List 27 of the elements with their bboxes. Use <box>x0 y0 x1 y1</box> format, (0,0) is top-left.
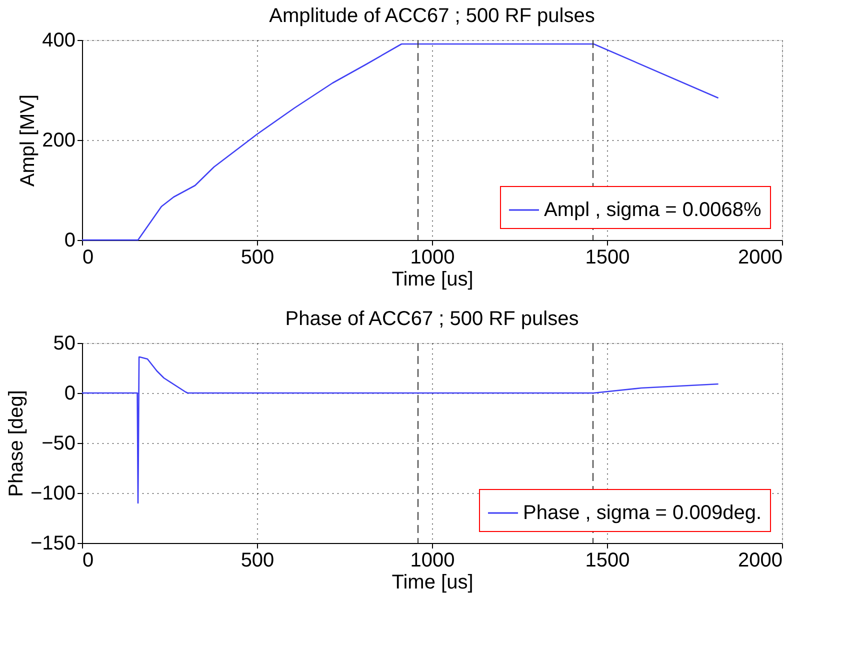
y-tick-label: 0 <box>64 382 76 404</box>
x-axis-title: Time [us] <box>392 572 474 594</box>
x-tick-label: 0 <box>82 246 94 268</box>
y-axis-title: Ampl [MV] <box>17 94 40 187</box>
x-tick-label: 1000 <box>410 550 455 572</box>
y-tick-label: 0 <box>64 230 76 252</box>
legend-label: Ampl , sigma = 0.0068% <box>544 199 762 221</box>
x-tick-label: 500 <box>240 550 274 572</box>
y-tick-label: −100 <box>30 482 76 504</box>
y-tick-label: 50 <box>53 332 76 354</box>
x-tick-label: 1500 <box>585 550 630 572</box>
y-tick-label: 200 <box>42 130 76 152</box>
x-tick-label: 0 <box>82 550 94 572</box>
y-axis-title: Phase [deg] <box>5 390 28 497</box>
x-tick-label: 500 <box>240 246 274 268</box>
y-tick-label: 400 <box>42 30 76 52</box>
legend-label: Phase , sigma = 0.009deg. <box>523 502 762 524</box>
x-tick-label: 2000 <box>738 550 782 572</box>
chart-title: Amplitude of ACC67 ; 500 RF pulses <box>269 5 595 27</box>
x-tick-label: 1000 <box>410 246 455 268</box>
x-axis-title: Time [us] <box>392 268 474 290</box>
y-tick-label: −50 <box>42 432 76 454</box>
x-tick-label: 1500 <box>585 246 630 268</box>
y-tick-label: −150 <box>30 532 76 554</box>
chart-title: Phase of ACC67 ; 500 RF pulses <box>285 308 579 330</box>
x-tick-label: 2000 <box>738 246 782 268</box>
line-series <box>81 356 719 504</box>
